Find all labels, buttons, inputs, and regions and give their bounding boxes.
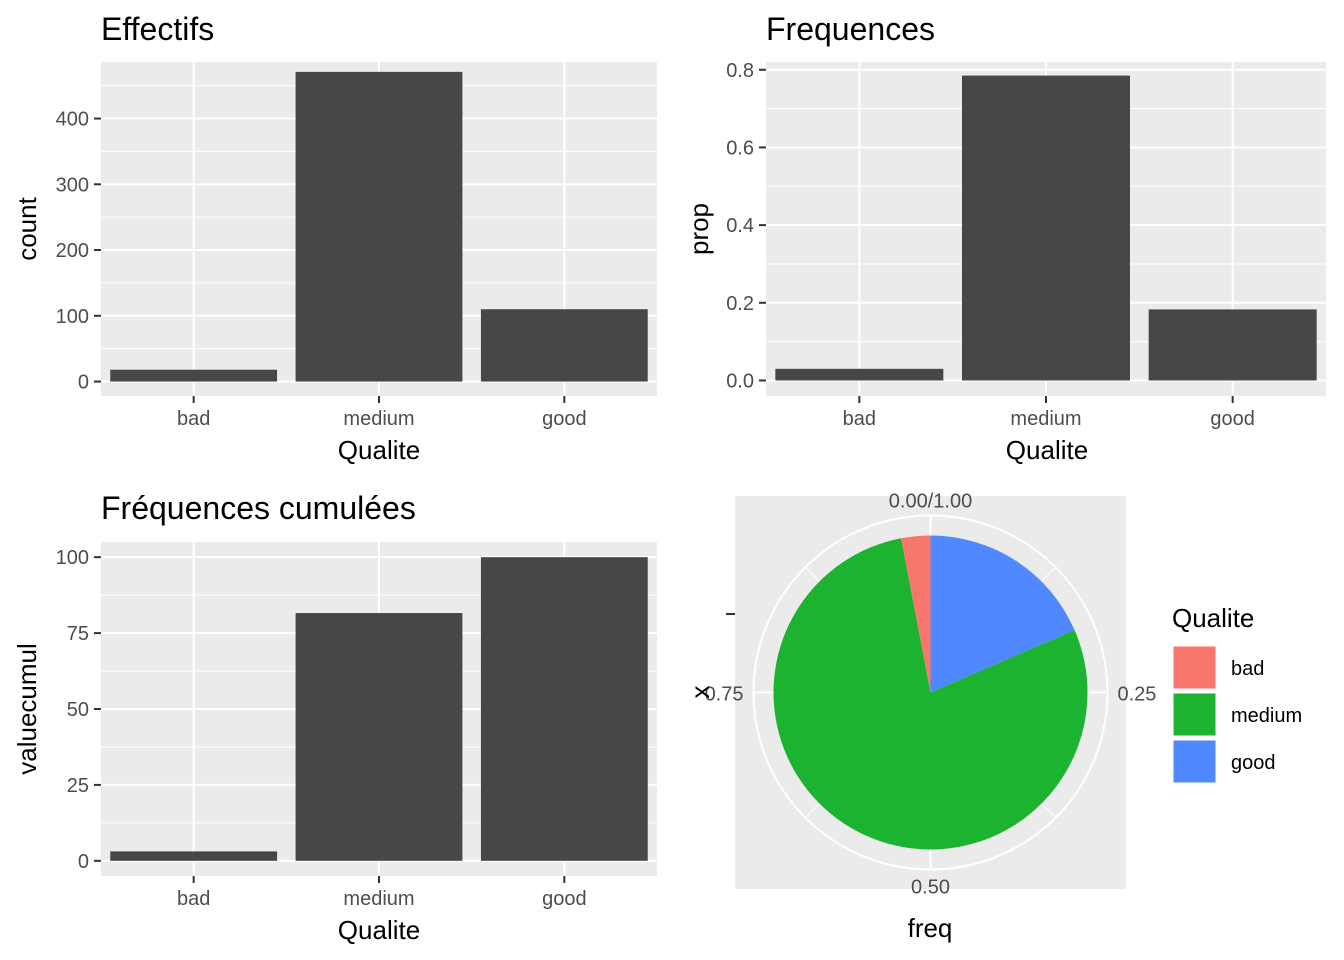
x-axis-ticks: bad medium good <box>177 876 587 910</box>
y-axis-title: valuecumul <box>12 643 42 775</box>
angle-tick-labels: 0.00/1.00 0.25 0.50 0.75 <box>705 491 1157 899</box>
x-tick-label: bad <box>177 888 210 910</box>
y-tick-label: 0.2 <box>726 293 754 315</box>
x-axis-ticks: bad medium good <box>177 396 587 430</box>
y-tick-label: 0 <box>78 372 89 394</box>
chart-title: Effectifs <box>101 11 214 47</box>
chart-effectifs: Effectifs 0 100 200 300 400 bad medium good Qu… <box>12 11 657 465</box>
y-tick-label: 25 <box>67 775 89 797</box>
bars <box>110 71 648 382</box>
x-tick-label: good <box>542 888 587 910</box>
y-tick-label: 0.0 <box>726 370 754 392</box>
y-tick-label: 0.6 <box>726 137 754 159</box>
y-axis-ticks: 0 25 50 75 100 <box>56 547 101 873</box>
x-tick-label: medium <box>343 408 414 430</box>
y-tick-label: 300 <box>56 174 89 196</box>
x-tick-label: good <box>542 408 587 430</box>
chart-frequences: Frequences 0.0 0.2 0.4 0.6 0.8 bad medium good… <box>684 11 1326 465</box>
y-axis-title: count <box>12 196 42 260</box>
x-tick-label: bad <box>843 408 876 430</box>
y-tick-label: 50 <box>67 699 89 721</box>
legend-title: Qualite <box>1172 603 1254 633</box>
legend-label: good <box>1231 752 1276 774</box>
legend-key-medium <box>1172 692 1217 737</box>
pie-slice-bad <box>901 535 931 693</box>
y-axis-title: prop <box>684 203 714 255</box>
x-tick-label: bad <box>177 408 210 430</box>
bar-good <box>1148 309 1317 381</box>
legend-key-bad <box>1172 645 1217 690</box>
bars <box>775 75 1317 381</box>
y-tick-label: 400 <box>56 109 89 131</box>
legend-label: medium <box>1231 705 1302 727</box>
pie-slices <box>773 535 1088 850</box>
x-axis-title: Qualite <box>338 435 420 465</box>
y-tick-label: 0.8 <box>726 60 754 82</box>
y-tick-label: 100 <box>56 306 89 328</box>
y-tick-label: 0 <box>78 851 89 873</box>
y-axis-ticks: 0.0 0.2 0.4 0.6 0.8 <box>726 60 766 392</box>
x-axis-title: freq <box>908 913 953 943</box>
x-axis-title: Qualite <box>338 915 420 945</box>
x-axis-title: Qualite <box>1006 435 1088 465</box>
bar-medium <box>962 75 1130 381</box>
y-tick-label: 200 <box>56 240 89 262</box>
angle-tick-label: 0.50 <box>911 877 950 899</box>
y-axis-ticks: 0 100 200 300 400 <box>56 109 101 394</box>
legend: Qualite bad medium good <box>1172 603 1302 784</box>
bar-bad <box>110 369 278 382</box>
chart-title: Frequences <box>766 11 935 47</box>
y-axis-title: x <box>685 686 715 699</box>
bar-bad <box>775 368 944 381</box>
bar-bad <box>110 851 278 861</box>
chart-title: Fréquences cumulées <box>101 490 416 526</box>
y-tick-label: 100 <box>56 547 89 569</box>
angle-tick-label: 0.75 <box>705 684 744 706</box>
angle-tick-label: 0.00/1.00 <box>889 491 972 513</box>
chart-pie-qualite: 0.00/1.00 0.25 0.50 0.75 freq x Qualite bad… <box>685 491 1302 944</box>
x-tick-label: medium <box>343 888 414 910</box>
bar-good <box>480 557 648 861</box>
bar-good <box>480 309 648 382</box>
y-tick-label: 0.4 <box>726 215 754 237</box>
bar-medium <box>295 71 463 382</box>
x-tick-label: medium <box>1010 408 1081 430</box>
legend-items: bad medium good <box>1172 645 1302 784</box>
x-axis-ticks: bad medium good <box>843 396 1255 430</box>
x-tick-label: good <box>1210 408 1255 430</box>
legend-label: bad <box>1231 658 1264 680</box>
y-tick-label: 75 <box>67 623 89 645</box>
bar-medium <box>295 613 463 861</box>
pie-slice-medium <box>773 538 1088 850</box>
legend-key-good <box>1172 739 1217 784</box>
bars <box>110 557 648 861</box>
angle-tick-label: 0.25 <box>1118 684 1157 706</box>
chart-frequences-cumulees: Fréquences cumulées 0 25 50 75 100 bad medium… <box>12 490 657 945</box>
pie-slice-good <box>930 535 1075 693</box>
